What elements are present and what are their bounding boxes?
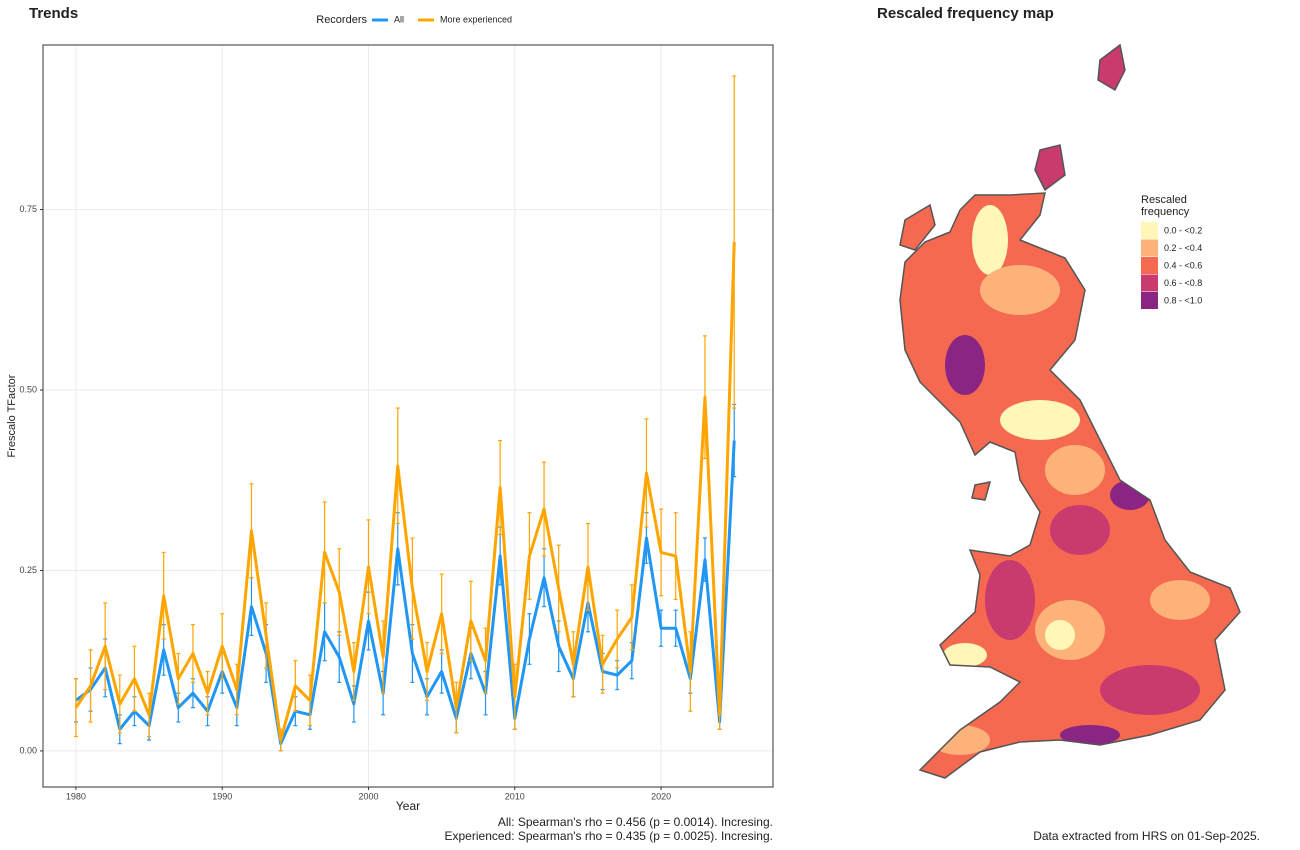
map-legend: 0.0 - <0.2 0.2 - <0.4 0.4 - <0.6 0.6 - <0.8… xyxy=(1141,222,1202,309)
y-tick-label: 0.00 xyxy=(19,745,37,755)
legend-label: More experienced xyxy=(440,14,512,24)
map-legend-title: Rescaled xyxy=(1141,194,1187,206)
map-legend-swatch xyxy=(1141,292,1158,309)
x-tick-label: 2020 xyxy=(651,791,671,801)
legend-title: Recorders xyxy=(316,14,367,26)
map-legend-swatch xyxy=(1141,257,1158,274)
map-footer: Data extracted from HRS on 01-Sep-2025. xyxy=(1033,829,1260,843)
map-legend-label: 0.6 - <0.8 xyxy=(1164,278,1202,288)
x-axis-label: Year xyxy=(396,799,420,813)
chart-title: Trends xyxy=(29,5,78,22)
y-axis-label: Frescalo TFactor xyxy=(6,374,18,457)
y-tick-label: 0.75 xyxy=(19,204,37,214)
legend-label: All xyxy=(394,14,404,24)
map xyxy=(899,43,1241,779)
panel-border xyxy=(42,44,774,788)
map-legend-swatch xyxy=(1141,274,1158,292)
line xyxy=(75,440,736,746)
x-tick-label: 1980 xyxy=(66,791,86,801)
map-legend-label: 0.4 - <0.6 xyxy=(1164,260,1202,270)
map-title: Rescaled frequency map xyxy=(877,5,1054,22)
y-tick-label: 0.25 xyxy=(19,565,37,575)
map-legend-label: 0.2 - <0.4 xyxy=(1164,243,1202,253)
annotation: Experienced: Spearman's rho = 0.435 (p =… xyxy=(445,829,774,843)
map-legend-label: 0.0 - <0.2 xyxy=(1164,225,1202,235)
legend: All More experienced xyxy=(372,14,512,24)
x-tick-label: 1990 xyxy=(212,791,232,801)
annotation: All: Spearman's rho = 0.456 (p = 0.0014)… xyxy=(498,815,773,829)
map-legend-title: frequency xyxy=(1141,206,1190,218)
line xyxy=(74,242,736,742)
map-legend-label: 0.8 - <1.0 xyxy=(1164,295,1202,305)
map-legend-swatch xyxy=(1141,222,1158,239)
y-tick-label: 0.50 xyxy=(19,384,37,394)
x-tick-label: 2000 xyxy=(358,791,378,801)
x-tick-label: 2010 xyxy=(505,791,525,801)
map-legend-swatch xyxy=(1141,239,1158,257)
